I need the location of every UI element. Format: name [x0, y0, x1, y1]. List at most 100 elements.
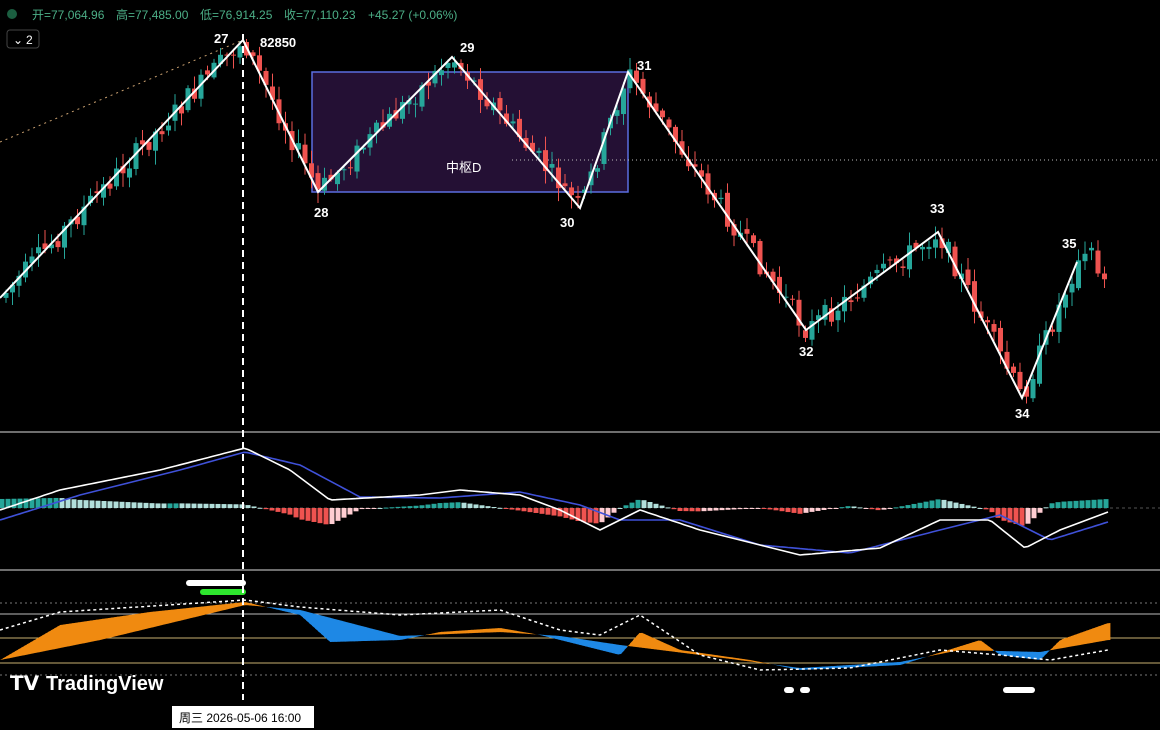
- candle-body: [634, 70, 639, 83]
- histogram-bar: [809, 508, 815, 512]
- histogram-bar: [689, 508, 695, 512]
- histogram-bar: [413, 505, 419, 508]
- candle-body: [939, 238, 945, 249]
- histogram-bar: [77, 499, 83, 508]
- band-fill: [930, 654, 934, 656]
- band-fill: [897, 662, 901, 666]
- candle-body: [861, 285, 867, 298]
- candle-body: [458, 62, 464, 70]
- candle-body: [1037, 345, 1042, 384]
- candle-body: [549, 164, 555, 168]
- band-fill: [543, 634, 547, 637]
- interval-button[interactable]: [6, 29, 40, 49]
- pivot-zone: [311, 71, 629, 193]
- candle-body: [757, 241, 763, 275]
- band-fill: [186, 607, 190, 620]
- band-fill: [516, 630, 520, 634]
- band-fill: [558, 635, 562, 641]
- band-fill: [708, 654, 712, 657]
- band-fill: [519, 631, 523, 634]
- candle-body: [1004, 351, 1010, 369]
- band-fill: [978, 640, 982, 651]
- histogram-bar: [857, 507, 863, 509]
- candle-body: [796, 299, 802, 326]
- histogram-bar: [377, 507, 383, 509]
- pivot-label: 29: [460, 40, 474, 55]
- band-fill: [870, 663, 874, 667]
- band-fill: [552, 635, 556, 639]
- trend-dots: [0, 39, 244, 143]
- histogram-bar: [881, 508, 887, 510]
- histogram-bar: [173, 503, 179, 508]
- candle-body: [653, 103, 659, 112]
- band-fill: [1041, 651, 1045, 659]
- band-fill: [426, 634, 430, 635]
- close-label: 收=77,110.23: [284, 8, 356, 22]
- candle-body: [907, 245, 912, 270]
- candle-body: [250, 52, 256, 56]
- band-fill: [264, 606, 268, 608]
- band-fill: [600, 642, 604, 651]
- histogram-bar: [443, 502, 449, 508]
- band-fill: [963, 644, 967, 651]
- band-fill: [786, 666, 790, 668]
- candle-body: [744, 229, 750, 234]
- band-fill: [933, 653, 937, 656]
- histogram-bar: [293, 508, 299, 518]
- candle-body: [1095, 250, 1101, 274]
- band-fill: [537, 634, 541, 635]
- band-fill: [351, 623, 355, 642]
- signal-marker: [800, 687, 810, 693]
- band-fill: [774, 664, 778, 666]
- band-fill: [996, 650, 1000, 655]
- band-fill: [1071, 635, 1075, 647]
- band-fill: [852, 664, 856, 668]
- band-fill: [315, 613, 319, 632]
- interval-value[interactable]: 2: [26, 33, 33, 47]
- band-fill: [1077, 632, 1081, 646]
- band-fill: [990, 647, 994, 651]
- histogram-bar: [311, 508, 317, 522]
- band-fill: [588, 640, 592, 648]
- candle-body: [731, 224, 737, 236]
- band-fill: [189, 607, 193, 619]
- candle-body: [205, 70, 210, 75]
- histogram-bar: [773, 508, 779, 511]
- candle-body: [1017, 371, 1023, 390]
- band-fill: [834, 665, 838, 669]
- band-fill: [687, 651, 691, 654]
- band-fill: [159, 610, 163, 626]
- histogram-bar: [677, 508, 683, 511]
- candle-body: [595, 168, 600, 172]
- band-fill: [234, 602, 238, 608]
- band-fill: [75, 622, 79, 645]
- candle-body: [504, 113, 509, 124]
- band-fill: [504, 628, 508, 633]
- histogram-bar: [575, 508, 581, 521]
- band-fill: [15, 649, 19, 657]
- band-fill: [306, 611, 310, 624]
- histogram-bar: [41, 498, 47, 508]
- histogram-bar: [1085, 500, 1091, 508]
- histogram-bar: [0, 498, 5, 508]
- band-fill: [594, 641, 598, 650]
- band-fill: [501, 628, 505, 633]
- candle-body: [263, 71, 269, 85]
- candle-body: [543, 150, 548, 172]
- band-fill: [363, 626, 367, 642]
- candle-body: [562, 183, 568, 187]
- histogram-bar: [389, 507, 395, 509]
- band-fill: [636, 633, 640, 648]
- band-fill: [729, 657, 733, 660]
- band-fill: [342, 620, 346, 642]
- band-fill: [840, 665, 844, 668]
- band-fill: [1080, 631, 1084, 645]
- band-fill: [291, 609, 295, 614]
- candle-body: [49, 244, 54, 249]
- band-fill: [1002, 651, 1006, 656]
- band-fill: [375, 629, 379, 641]
- candle-body: [237, 46, 243, 58]
- band-fill: [513, 630, 517, 634]
- band-fill: [156, 611, 160, 627]
- candle-body: [790, 298, 795, 300]
